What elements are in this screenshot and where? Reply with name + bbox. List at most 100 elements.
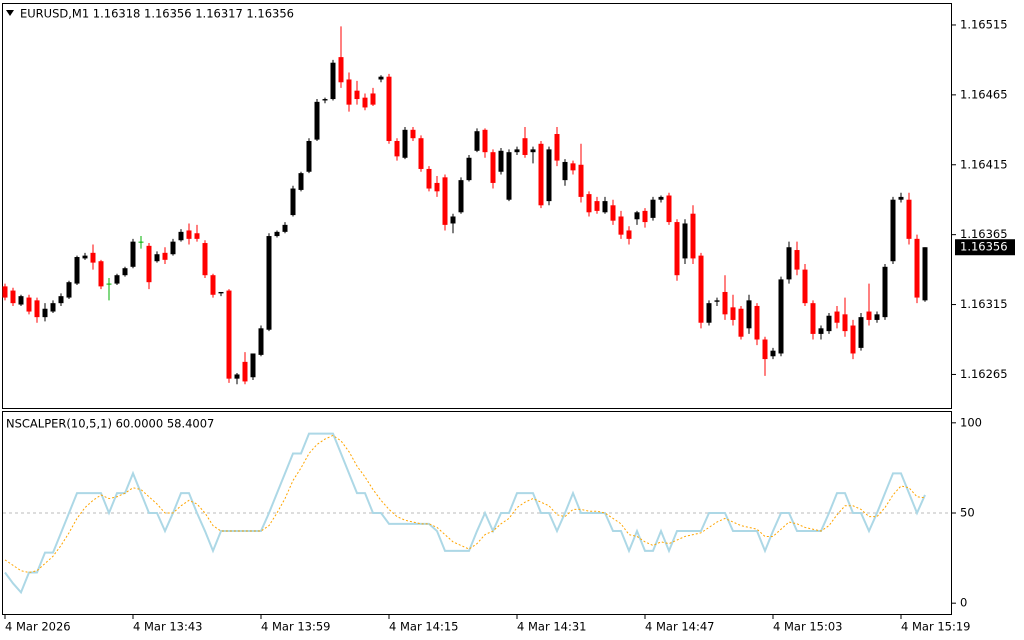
candle-body bbox=[482, 129, 488, 153]
candle-body bbox=[466, 157, 472, 181]
candle-body bbox=[410, 129, 416, 139]
y-tick-label: 1.16265 bbox=[960, 367, 1008, 381]
candle-body bbox=[474, 131, 480, 151]
candle-body bbox=[90, 252, 96, 263]
candle-body bbox=[434, 182, 440, 192]
x-tick-label: 4 Mar 13:43 bbox=[133, 620, 202, 634]
candle-body bbox=[290, 188, 296, 216]
y-tick-label: 1.16515 bbox=[960, 17, 1008, 31]
candle-body bbox=[690, 213, 696, 259]
chart-title: EURUSD,M1 1.16318 1.16356 1.16317 1.1635… bbox=[20, 7, 294, 21]
candle-body bbox=[106, 283, 112, 285]
candle-body bbox=[42, 308, 48, 318]
candle-body bbox=[354, 90, 360, 100]
candle-body bbox=[818, 328, 824, 334]
candle-body bbox=[130, 241, 136, 267]
y-tick-label: 1.16465 bbox=[960, 87, 1008, 101]
candle-body bbox=[386, 76, 392, 141]
current-price: 1.16356 bbox=[960, 240, 1008, 254]
candle-body bbox=[914, 238, 920, 298]
candle-body bbox=[674, 222, 680, 276]
candle-body bbox=[426, 168, 432, 189]
candle-body bbox=[66, 282, 72, 298]
candle-body bbox=[218, 291, 224, 294]
x-tick-label: 4 Mar 15:19 bbox=[901, 620, 970, 634]
candle-body bbox=[258, 328, 264, 355]
candle-body bbox=[50, 303, 56, 312]
menu-triangle[interactable] bbox=[6, 10, 14, 16]
candle-body bbox=[138, 241, 144, 243]
candle-body bbox=[234, 374, 240, 379]
candle-body bbox=[754, 305, 760, 340]
indicator-line bbox=[4, 432, 926, 595]
candle-body bbox=[682, 223, 688, 259]
candle-body bbox=[162, 252, 168, 260]
candle-body bbox=[858, 317, 864, 348]
candle-body bbox=[2, 286, 8, 298]
x-tick-label: 4 Mar 13:59 bbox=[261, 620, 330, 634]
candle-body bbox=[706, 303, 712, 323]
price-label-bg bbox=[955, 239, 1015, 256]
candle-body bbox=[786, 247, 792, 280]
candle-body bbox=[442, 177, 448, 225]
candle-body bbox=[226, 290, 232, 379]
candle-body bbox=[154, 254, 160, 262]
candle-body bbox=[266, 236, 272, 330]
candle-body bbox=[362, 97, 368, 108]
candle-body bbox=[554, 134, 560, 161]
candle-body bbox=[570, 163, 576, 171]
indicator-title: NSCALPER(10,5,1) 60.0000 58.4007 bbox=[6, 417, 214, 431]
candle-body bbox=[314, 101, 320, 140]
candle-body bbox=[874, 314, 880, 320]
main-panel bbox=[2, 3, 952, 409]
candle-body bbox=[250, 353, 256, 378]
candle-body bbox=[578, 164, 584, 197]
candle-body bbox=[746, 300, 752, 329]
candle-body bbox=[306, 140, 312, 172]
candle-body bbox=[202, 243, 208, 276]
candle-body bbox=[346, 79, 352, 105]
candle-body bbox=[594, 201, 600, 211]
candle-body bbox=[778, 279, 784, 354]
candle-body bbox=[642, 210, 648, 223]
candle-body bbox=[450, 216, 456, 224]
candle-body bbox=[906, 199, 912, 239]
candle-body bbox=[146, 245, 152, 283]
candle-body bbox=[714, 300, 720, 302]
candle-body bbox=[298, 173, 304, 190]
candle-body bbox=[530, 149, 536, 153]
indicator-panel bbox=[2, 411, 952, 615]
candle-body bbox=[658, 196, 664, 200]
candle-body bbox=[58, 296, 64, 304]
x-tick-label: 4 Mar 14:15 bbox=[389, 620, 458, 634]
candle-body bbox=[898, 196, 904, 200]
candle-body bbox=[194, 233, 200, 239]
y-tick-label: 50 bbox=[960, 506, 975, 520]
candle-body bbox=[274, 231, 280, 237]
candle-body bbox=[242, 361, 248, 382]
candle-body bbox=[418, 138, 424, 169]
candle-body bbox=[378, 76, 384, 80]
candle-body bbox=[18, 296, 24, 305]
candle-body bbox=[114, 275, 120, 284]
candle-body bbox=[10, 290, 16, 304]
candle-body bbox=[722, 291, 728, 315]
x-tick-label: 4 Mar 2026 bbox=[5, 620, 71, 634]
candle-body bbox=[650, 199, 656, 218]
candle-body bbox=[498, 150, 504, 172]
indicator-line bbox=[4, 434, 926, 574]
candle-body bbox=[338, 57, 344, 83]
candle-body bbox=[850, 325, 856, 354]
candle-body bbox=[370, 93, 376, 105]
candle-body bbox=[826, 315, 832, 332]
y-tick-label: 1.16315 bbox=[960, 297, 1008, 311]
candle-body bbox=[26, 297, 32, 312]
candle-body bbox=[546, 149, 552, 202]
candle-body bbox=[98, 261, 104, 287]
candle-body bbox=[618, 216, 624, 235]
candle-body bbox=[210, 275, 216, 295]
candle-body bbox=[738, 308, 744, 337]
candle-body bbox=[522, 138, 528, 155]
candle-body bbox=[122, 268, 128, 276]
